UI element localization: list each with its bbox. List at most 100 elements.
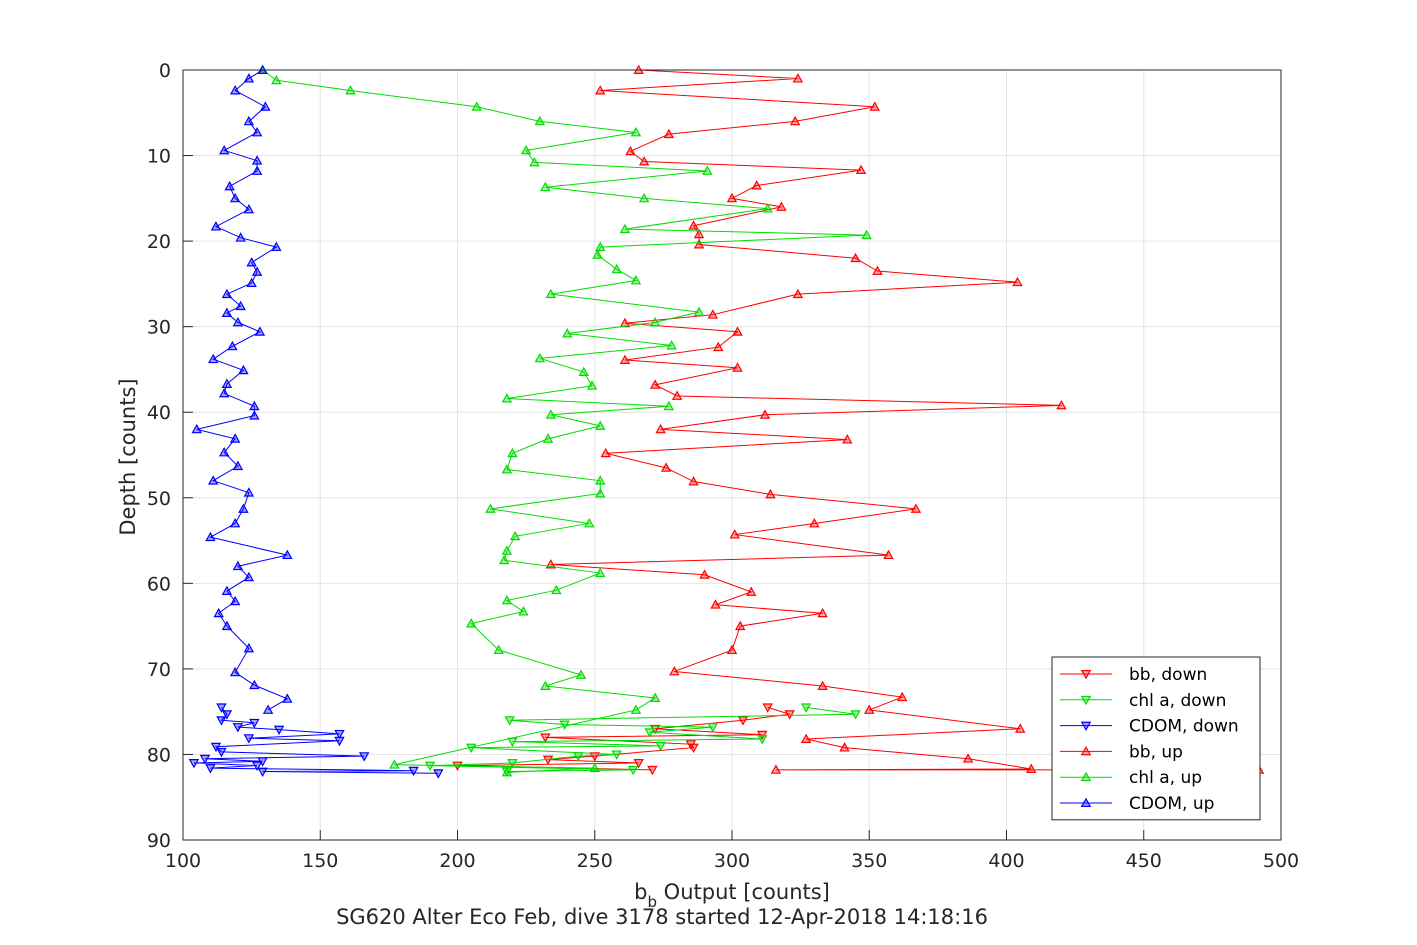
data-point [817, 607, 828, 618]
data-point [218, 144, 230, 155]
data-point [249, 679, 260, 690]
data-point [809, 518, 820, 528]
data-point [224, 180, 235, 191]
data-point [762, 703, 773, 713]
data-point [638, 156, 650, 166]
data-point [619, 354, 631, 364]
series-line [196, 69, 289, 711]
data-point [534, 115, 546, 126]
data-point [273, 725, 285, 736]
data-point [254, 326, 266, 336]
data-point [205, 531, 216, 542]
data-point [702, 165, 713, 175]
series-cdom-down [188, 703, 444, 779]
data-point [251, 761, 263, 772]
data-point [232, 460, 244, 471]
data-point [756, 735, 768, 745]
series-chl-a-down [424, 703, 861, 777]
data-point [693, 228, 705, 239]
data-point [663, 128, 675, 139]
data-point [221, 710, 233, 720]
y-tick-label: 80 [147, 744, 171, 766]
data-point [249, 410, 260, 420]
data-point [644, 728, 655, 738]
data-point [759, 409, 771, 419]
data-point [262, 704, 274, 714]
data-point [800, 703, 812, 713]
axes-box [182, 69, 1282, 841]
x-axis-label-subscript: b [647, 893, 657, 911]
data-point [592, 249, 603, 259]
data-point [358, 752, 370, 762]
data-point [699, 569, 710, 579]
data-point [559, 720, 570, 730]
data-point [229, 518, 241, 528]
data-point [485, 503, 496, 513]
data-point [199, 754, 211, 765]
data-point [257, 767, 268, 777]
data-point [595, 420, 606, 430]
data-point [842, 434, 853, 444]
x-tick-label: 200 [439, 850, 475, 872]
x-tick-label: 300 [714, 850, 750, 872]
data-point [334, 729, 345, 740]
data-point [850, 252, 861, 263]
data-point [584, 518, 595, 528]
legend-label: chl a, down [1129, 691, 1226, 711]
data-point [735, 620, 746, 631]
data-point [545, 288, 557, 299]
data-point [507, 759, 518, 769]
data-point [232, 560, 244, 571]
data-point [232, 723, 244, 733]
data-point [246, 277, 257, 287]
data-point [647, 765, 658, 776]
data-point [784, 710, 795, 720]
data-point [595, 475, 606, 485]
tick-labels: 100 150 200 250 300 350 400 450 500 0 10 20 30 40 50 60… [147, 60, 1299, 872]
x-tick-label: 100 [165, 850, 201, 872]
data-point [669, 666, 680, 676]
y-tick-label: 70 [147, 659, 171, 681]
series-chl-a-up [257, 64, 872, 777]
y-tick-label: 50 [147, 488, 171, 510]
data-point [611, 750, 622, 760]
data-point [729, 529, 740, 539]
data-point [817, 680, 828, 690]
data-point [498, 554, 510, 565]
data-point [207, 475, 219, 485]
data-point [611, 263, 622, 274]
data-point [471, 101, 482, 111]
data-point [751, 180, 762, 190]
data-point [864, 704, 875, 714]
data-point [713, 341, 724, 352]
data-point [575, 669, 587, 679]
data-point [251, 127, 263, 137]
data-point [243, 115, 255, 126]
data-point [433, 769, 444, 779]
legend-label: CDOM, up [1129, 794, 1214, 814]
data-point [649, 316, 661, 327]
x-tick-label: 350 [851, 850, 887, 872]
data-point [688, 743, 699, 754]
series-cdom-up [191, 64, 293, 714]
data-point [520, 144, 532, 155]
data-point [249, 400, 260, 411]
series-line [193, 707, 439, 774]
data-point [529, 156, 540, 167]
data-point [509, 530, 521, 541]
data-point [191, 423, 202, 434]
data-point [238, 364, 249, 375]
data-point [586, 380, 598, 390]
data-point [630, 704, 642, 714]
data-point [693, 306, 705, 317]
data-point [619, 223, 631, 234]
data-point [271, 241, 282, 252]
data-point [625, 145, 636, 156]
data-point [726, 644, 738, 655]
legend-marker [1080, 670, 1092, 680]
data-point [271, 74, 282, 85]
data-point [501, 393, 513, 403]
data-point [334, 736, 345, 747]
data-point [850, 710, 861, 720]
data-point [232, 316, 244, 327]
